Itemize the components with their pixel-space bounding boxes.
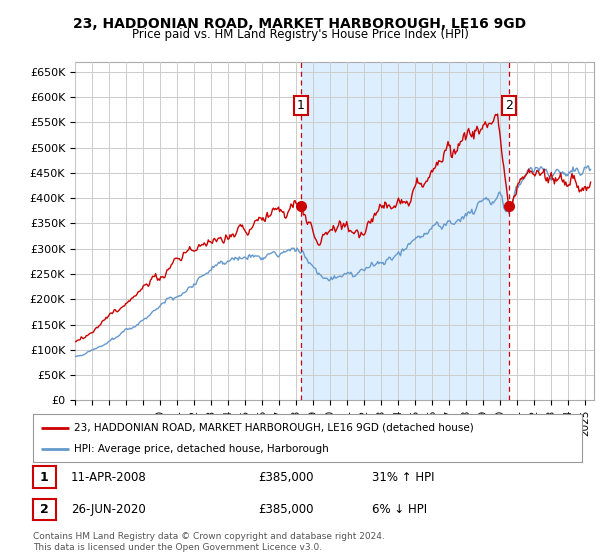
Text: 2: 2 [505,99,512,112]
Text: 26-JUN-2020: 26-JUN-2020 [71,503,146,516]
Text: Price paid vs. HM Land Registry's House Price Index (HPI): Price paid vs. HM Land Registry's House … [131,28,469,41]
Text: 23, HADDONIAN ROAD, MARKET HARBOROUGH, LE16 9GD: 23, HADDONIAN ROAD, MARKET HARBOROUGH, L… [73,17,527,31]
Text: 31% ↑ HPI: 31% ↑ HPI [372,470,434,484]
Text: £385,000: £385,000 [258,470,314,484]
Text: 1: 1 [297,99,305,112]
Text: 2: 2 [40,503,49,516]
Text: Contains HM Land Registry data © Crown copyright and database right 2024.
This d: Contains HM Land Registry data © Crown c… [33,532,385,552]
Text: 6% ↓ HPI: 6% ↓ HPI [372,503,427,516]
Text: 23, HADDONIAN ROAD, MARKET HARBOROUGH, LE16 9GD (detached house): 23, HADDONIAN ROAD, MARKET HARBOROUGH, L… [74,423,474,433]
Bar [301,62,509,400]
Text: 1: 1 [40,470,49,484]
Text: 11-APR-2008: 11-APR-2008 [71,470,146,484]
Text: HPI: Average price, detached house, Harborough: HPI: Average price, detached house, Harb… [74,444,329,454]
Text: £385,000: £385,000 [258,503,314,516]
